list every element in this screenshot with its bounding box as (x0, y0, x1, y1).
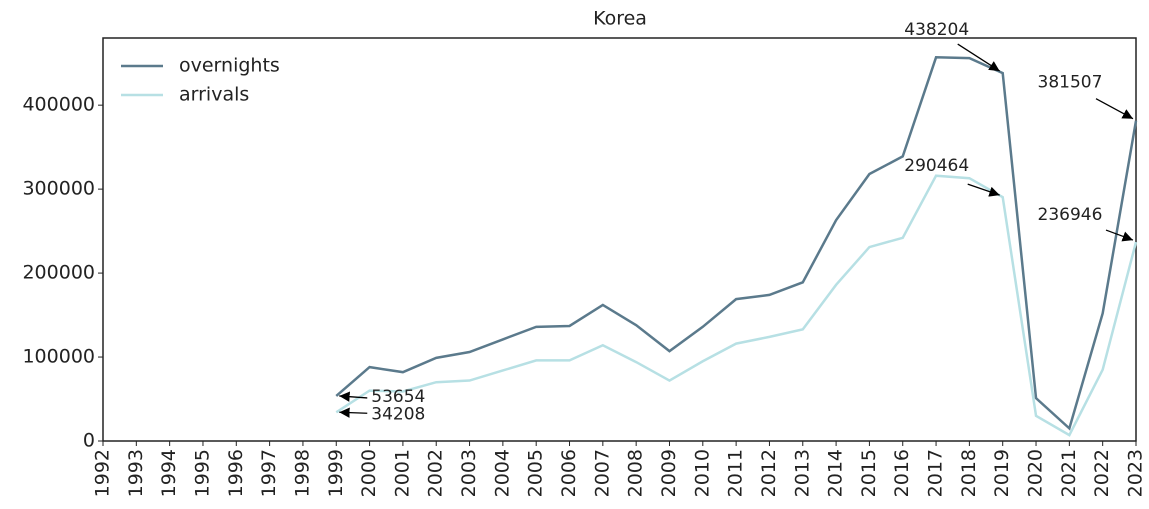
plot-frame (102, 37, 1137, 442)
x-tick-label: 2013 (791, 449, 813, 497)
x-tick-label: 1995 (191, 449, 213, 497)
annotation: 53654 (371, 387, 425, 407)
x-tick-label: 2014 (825, 449, 847, 497)
x-tick-label: 2023 (1125, 449, 1147, 497)
x-tick-label: 2021 (1058, 449, 1080, 497)
x-tick-label: 2008 (625, 449, 647, 497)
x-tick-label: 2006 (558, 449, 580, 497)
x-tick-label: 1999 (325, 449, 347, 497)
y-tick-label: 200000 (22, 262, 95, 284)
annotation: 34208 (371, 404, 425, 424)
y-tick-label: 400000 (22, 94, 95, 116)
x-tick-label: 2007 (591, 449, 613, 497)
x-tick-label: 2003 (458, 449, 480, 497)
x-tick-label: 1996 (225, 449, 247, 497)
x-tick-label: 2018 (958, 449, 980, 497)
x-tick-label: 2016 (891, 449, 913, 497)
x-tick-label: 2017 (925, 449, 947, 497)
x-tick-label: 2004 (491, 449, 513, 497)
annotation: 290464 (904, 156, 969, 176)
annotation: 381507 (1038, 73, 1103, 93)
annotation: 438204 (904, 20, 969, 40)
annotation-arrow (1095, 98, 1134, 120)
annotation-arrow (967, 183, 1000, 197)
x-tick-label: 2020 (1025, 449, 1047, 497)
line (335, 56, 1138, 431)
y-tick-label: 0 (83, 430, 95, 452)
legend-label: arrivals (179, 84, 249, 106)
x-tick-label: 2015 (858, 449, 880, 497)
x-tick-label: 2000 (358, 449, 380, 497)
x-tick-label: 2009 (658, 449, 680, 497)
legend-label: overnights (179, 55, 280, 77)
chart-title: Korea (593, 8, 647, 30)
annotation-arrow (957, 43, 1001, 72)
x-tick-label: 2002 (425, 449, 447, 497)
line (335, 174, 1138, 437)
annotation-arrow (339, 391, 368, 402)
x-tick-label: 2011 (725, 449, 747, 497)
x-tick-label: 2022 (1091, 449, 1113, 497)
annotation-arrow (1105, 229, 1134, 242)
x-tick-label: 1998 (291, 449, 313, 497)
x-tick-label: 1992 (92, 449, 114, 497)
x-tick-label: 1994 (158, 449, 180, 497)
x-tick-label: 2001 (391, 449, 413, 497)
x-tick-label: 2019 (991, 449, 1013, 497)
x-tick-label: 2005 (525, 449, 547, 497)
x-tick-label: 2010 (691, 449, 713, 497)
y-tick-label: 300000 (22, 178, 95, 200)
annotation: 236946 (1038, 205, 1103, 225)
x-tick-label: 1993 (125, 449, 147, 497)
y-tick-label: 100000 (22, 346, 95, 368)
annotation-arrow (339, 407, 368, 418)
x-tick-label: 1997 (258, 449, 280, 497)
x-tick-label: 2012 (758, 449, 780, 497)
